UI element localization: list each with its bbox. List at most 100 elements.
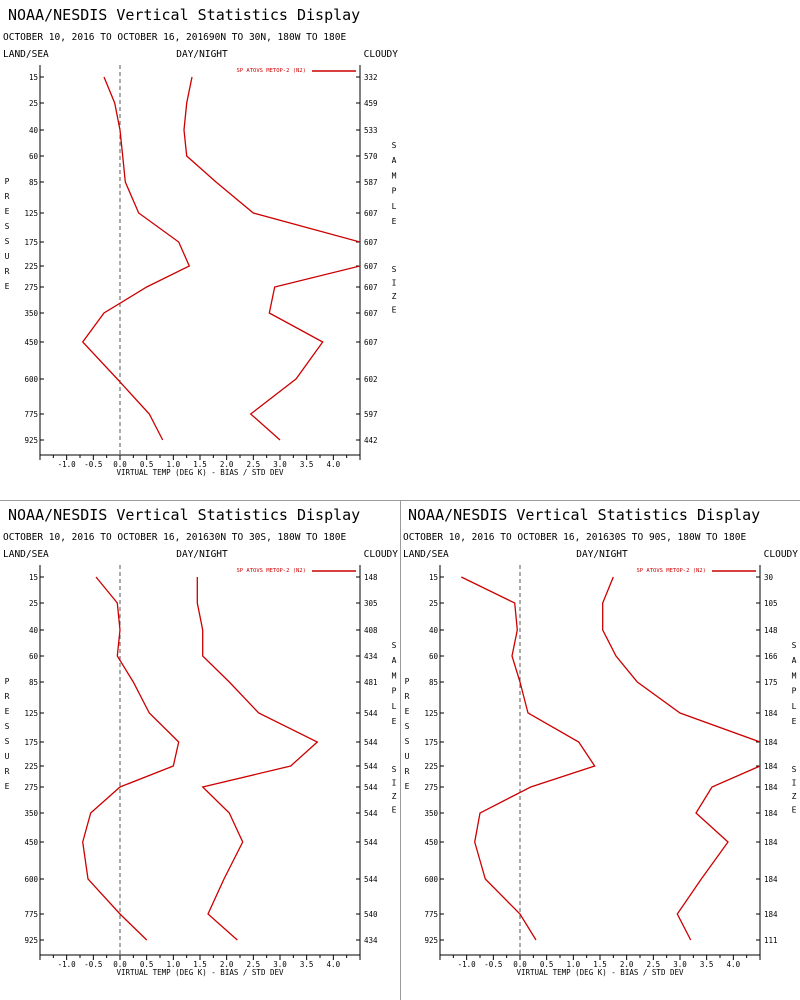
pressure-label: 60 <box>29 152 39 161</box>
panel-divider-vertical <box>400 500 401 1000</box>
sample-size-label: 105 <box>764 599 778 608</box>
bias-line <box>82 576 180 941</box>
x-tick-label: -0.5 <box>84 460 102 469</box>
sample-axis-letter: P <box>392 687 397 696</box>
sample-size-label: 607 <box>364 209 378 218</box>
sample-size-label: 540 <box>364 910 378 919</box>
x-tick-label: -1.0 <box>58 460 77 469</box>
pressure-label: 175 <box>424 738 438 747</box>
sample-axis-letter: S <box>392 641 397 650</box>
pressure-axis-letter: E <box>5 707 10 716</box>
pressure-label: 175 <box>24 738 38 747</box>
chart-title: NOAA/NESDIS Vertical Statistics Display <box>8 6 360 24</box>
sample-axis-letter: I <box>392 779 397 788</box>
sample-size-label: 544 <box>364 709 378 718</box>
sample-size-label: 607 <box>364 309 378 318</box>
stats-panel-30n-30s: NOAA/NESDIS Vertical Statistics Display O… <box>0 500 400 1000</box>
sample-size-label: 332 <box>364 73 378 82</box>
cloudy-label: CLOUDY <box>364 49 399 60</box>
chart-svg: NOAA/NESDIS Vertical Statistics Display O… <box>3 6 399 477</box>
cloudy-label: CLOUDY <box>764 549 799 560</box>
pressure-label: 85 <box>429 678 438 687</box>
pressure-label: 925 <box>424 936 438 945</box>
sample-axis-letter: E <box>392 217 397 226</box>
pressure-label: 60 <box>29 652 39 661</box>
x-tick-label: 0.0 <box>113 960 127 969</box>
chart-svg: NOAA/NESDIS Vertical Statistics Display O… <box>403 506 799 977</box>
pressure-label: 85 <box>29 178 38 187</box>
pressure-label: 25 <box>29 99 38 108</box>
sample-axis-letter: S <box>792 765 797 774</box>
sample-size-label: 544 <box>364 738 378 747</box>
sample-axis-letter: Z <box>792 792 797 801</box>
pressure-axis-letter: R <box>5 192 10 201</box>
pressure-label: 775 <box>24 910 38 919</box>
sample-size-label: 184 <box>764 838 778 847</box>
sample-size-label: 597 <box>364 410 378 419</box>
x-tick-label: 1.5 <box>193 460 207 469</box>
pressure-axis-letter: R <box>5 267 10 276</box>
sample-axis-letter: L <box>392 202 397 211</box>
sample-axis-letter: Z <box>392 792 397 801</box>
day-night-label: DAY/NIGHT <box>176 549 228 560</box>
sample-axis-letter: L <box>392 702 397 711</box>
sample-size-label: 408 <box>364 626 378 635</box>
pressure-label: 925 <box>24 436 38 445</box>
pressure-axis-letter: U <box>405 752 410 761</box>
sample-size-label: 607 <box>364 338 378 347</box>
x-tick-label: 2.0 <box>620 960 634 969</box>
x-tick-label: 4.0 <box>327 960 341 969</box>
x-tick-label: 3.0 <box>273 960 287 969</box>
legend-label: SP ATOVS METOP-2 (N2) <box>236 568 306 574</box>
sample-size-label: 30 <box>764 573 774 582</box>
x-axis-label: VIRTUAL TEMP (DEG K) - BIAS / STD DEV <box>116 468 284 477</box>
legend-label: SP ATOVS METOP-2 (N2) <box>636 568 706 574</box>
pressure-axis-letter: P <box>405 677 410 686</box>
pressure-label: 275 <box>24 283 38 292</box>
sample-axis-letter: P <box>792 687 797 696</box>
pressure-label: 125 <box>24 709 38 718</box>
pressure-label: 40 <box>29 626 39 635</box>
x-tick-label: 3.5 <box>700 960 714 969</box>
sample-size-label: 544 <box>364 838 378 847</box>
sample-size-label: 533 <box>364 126 378 135</box>
pressure-axis-letter: E <box>405 707 410 716</box>
sample-axis-letter: S <box>392 765 397 774</box>
sample-size-label: 184 <box>764 762 778 771</box>
sample-axis-letter: I <box>392 279 397 288</box>
day-night-label: DAY/NIGHT <box>176 49 228 60</box>
x-tick-label: 2.5 <box>647 960 661 969</box>
pressure-label: 600 <box>424 875 438 884</box>
land-sea-label: LAND/SEA <box>3 49 49 60</box>
pressure-axis-letter: S <box>5 222 10 231</box>
x-tick-label: 3.0 <box>273 460 287 469</box>
pressure-label: 225 <box>24 762 38 771</box>
sample-size-label: 166 <box>764 652 778 661</box>
x-axis-label: VIRTUAL TEMP (DEG K) - BIAS / STD DEV <box>116 968 284 977</box>
pressure-label: 275 <box>24 783 38 792</box>
sample-size-label: 459 <box>364 99 378 108</box>
x-tick-label: 3.5 <box>300 960 314 969</box>
std-dev-line <box>602 576 760 941</box>
chart-subtitle: OCTOBER 10, 2016 TO OCTOBER 16, 201630S … <box>403 532 746 543</box>
x-tick-label: 2.0 <box>220 960 234 969</box>
x-axis-label: VIRTUAL TEMP (DEG K) - BIAS / STD DEV <box>516 968 684 977</box>
pressure-axis-letter: S <box>5 722 10 731</box>
x-tick-label: 3.5 <box>300 460 314 469</box>
pressure-axis-letter: U <box>5 252 10 261</box>
x-tick-label: 1.0 <box>167 460 181 469</box>
chart-subtitle: OCTOBER 10, 2016 TO OCTOBER 16, 201690N … <box>3 32 346 43</box>
sample-size-label: 184 <box>764 783 778 792</box>
x-tick-label: 1.0 <box>567 960 581 969</box>
sample-axis-letter: S <box>792 641 797 650</box>
pressure-axis-letter: P <box>5 177 10 186</box>
pressure-label: 15 <box>429 573 438 582</box>
pressure-axis-letter: U <box>5 752 10 761</box>
x-tick-label: 0.5 <box>540 960 554 969</box>
sample-axis-letter: E <box>392 717 397 726</box>
land-sea-label: LAND/SEA <box>3 549 49 560</box>
sample-axis-letter: L <box>792 702 797 711</box>
pressure-axis-letter: R <box>405 692 410 701</box>
pressure-label: 450 <box>24 338 38 347</box>
sample-size-label: 570 <box>364 152 378 161</box>
